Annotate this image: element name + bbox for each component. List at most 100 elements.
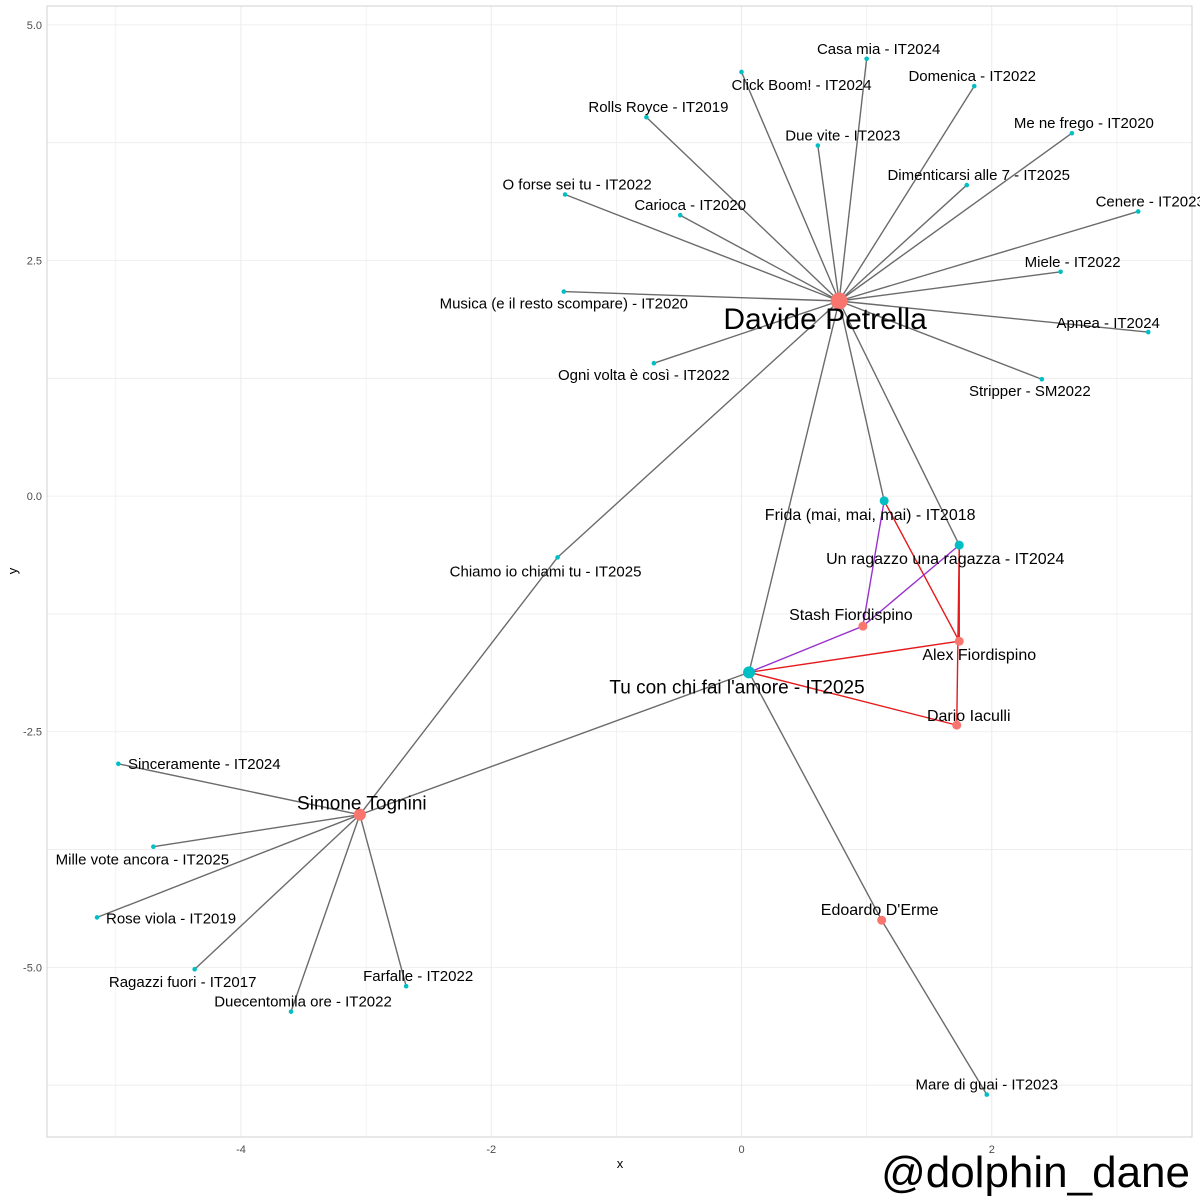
edge-davide-rollsroyce <box>645 116 840 302</box>
label-duevite: Due vite - IT2023 <box>785 127 900 144</box>
edge-davide-stripper <box>838 300 1043 380</box>
label-miele: Miele - IT2022 <box>1025 254 1121 271</box>
label-domenica: Domenica - IT2022 <box>908 68 1036 85</box>
node-miele <box>1058 269 1063 275</box>
label-sinceramente: Sinceramente - IT2024 <box>128 756 281 773</box>
label-millevote: Mille vote ancora - IT2025 <box>56 852 229 869</box>
label-casamia: Casa mia - IT2024 <box>817 41 940 58</box>
label-duecentomila: Duecentomila ore - IT2022 <box>214 994 392 1011</box>
label-ognivolta: Ogni volta è così - IT2022 <box>558 367 730 384</box>
edge-davide-casamia <box>838 58 868 302</box>
label-unragazzo: Un ragazzo una ragazza - IT2024 <box>826 551 1064 568</box>
edge-dario-unragazzo <box>956 545 960 726</box>
label-frida: Frida (mai, mai, mai) - IT2018 <box>765 507 976 524</box>
x-axis-title: x <box>617 1156 624 1171</box>
label-musica: Musica (e il resto scompare) - IT2020 <box>440 296 688 313</box>
edge-edoardo-maredi <box>881 919 988 1095</box>
edge-dario-tuconchi <box>748 671 957 726</box>
node-duevite <box>815 143 821 148</box>
edge-davide-carioca <box>679 214 840 302</box>
node-oforse <box>562 192 568 197</box>
edge-simone-millevote <box>153 813 360 848</box>
label-roseviola: Rose viola - IT2019 <box>106 910 236 927</box>
label-simone: Simone Tognini <box>297 794 427 815</box>
label-dimenticarsi: Dimenticarsi alle 7 - IT2025 <box>887 167 1070 184</box>
x-tick-label: 0 <box>738 1144 744 1156</box>
edge-davide-unragazzo <box>838 300 960 546</box>
y-tick-label: 0.0 <box>27 491 42 503</box>
edge-davide-apnea <box>839 300 1149 333</box>
x-tick-label: -2 <box>486 1144 496 1156</box>
edge-davide-chiamo <box>557 300 840 558</box>
edge-alex-frida <box>883 500 960 642</box>
node-farfalle <box>403 983 409 989</box>
y-tick-label: -2.5 <box>23 727 42 739</box>
node-sinceramente <box>116 761 121 767</box>
edge-davide-domenica <box>838 85 975 302</box>
node-edoardo <box>877 915 887 925</box>
edge-stash-unragazzo <box>862 544 960 627</box>
label-clickboom: Click Boom! - IT2024 <box>731 77 871 94</box>
axis-ticks: -4 -2 0 2 5.0 2.5 0.0 -2.5 -5.0 <box>23 20 995 1156</box>
label-carioca: Carioca - IT2020 <box>634 197 746 214</box>
edge-simone-roseviola <box>96 814 361 919</box>
edge-simone-farfalle <box>359 814 407 987</box>
label-menefrego: Me ne frego - IT2020 <box>1014 115 1154 132</box>
node-millevote <box>151 844 156 850</box>
node-simone <box>353 808 366 821</box>
y-tick-label: 2.5 <box>27 255 42 267</box>
edge-simone-tuconchi <box>359 671 750 816</box>
label-dario: Dario Iaculli <box>927 708 1011 725</box>
node-clickboom <box>739 69 744 75</box>
y-tick-label: -5.0 <box>23 962 42 974</box>
grid <box>47 6 1192 1137</box>
node-roseviola <box>94 915 100 920</box>
edge-davide-cenere <box>838 210 1139 302</box>
node-davide <box>830 292 848 310</box>
y-tick-label: 5.0 <box>27 20 42 32</box>
node-rollsroyce <box>644 114 649 120</box>
edge-stash-frida <box>862 500 885 627</box>
label-farfalle: Farfalle - IT2022 <box>363 968 473 985</box>
node-ragazzifuori <box>192 966 197 972</box>
edge-davide-menefrego <box>838 132 1073 302</box>
edge-stash-tuconchi <box>748 625 864 673</box>
label-apnea: Apnea - IT2024 <box>1056 315 1159 332</box>
x-tick-label: -4 <box>236 1144 246 1156</box>
label-maredi: Mare di guai - IT2023 <box>915 1077 1058 1094</box>
edge-davide-musica <box>563 290 840 302</box>
x-tick-label: 2 <box>989 1144 995 1156</box>
node-stash <box>858 621 868 631</box>
edge-davide-duevite <box>817 145 840 302</box>
node-alex <box>954 636 964 646</box>
node-labels: Davide Petrella Simone Tognini Stash Fiord… <box>56 41 1200 1094</box>
node-stripper <box>1039 376 1045 382</box>
edge-davide-ognivolta <box>653 300 840 364</box>
node-dario <box>952 720 962 730</box>
edge-davide-oforse <box>564 193 840 302</box>
edge-davide-frida <box>838 300 885 501</box>
edges <box>96 58 1149 1095</box>
node-frida <box>879 496 889 506</box>
node-tuconchi <box>743 666 756 679</box>
node-casamia <box>864 56 869 62</box>
label-chiamo: Chiamo io chiami tu - IT2025 <box>450 563 642 580</box>
node-unragazzo <box>954 540 964 550</box>
edge-edoardo-tuconchi <box>748 672 883 921</box>
edge-davide-tuconchi <box>748 300 840 673</box>
node-duecentomila <box>288 1009 294 1014</box>
node-domenica <box>971 83 977 89</box>
node-maredi <box>984 1092 990 1097</box>
node-menefrego <box>1069 130 1075 136</box>
edge-simone-duecentomila <box>290 814 361 1012</box>
edge-davide-clickboom <box>740 71 840 302</box>
edge-simone-chiamo <box>359 556 559 816</box>
edge-simone-sinceramente <box>118 763 360 816</box>
label-cenere: Cenere - IT2023 <box>1096 193 1200 210</box>
watermark-handle: @dolphin_dane <box>881 1148 1190 1197</box>
node-musica <box>561 289 567 294</box>
node-apnea <box>1145 329 1151 335</box>
edge-davide-miele <box>839 271 1061 302</box>
label-stash: Stash Fiordispino <box>789 607 913 624</box>
